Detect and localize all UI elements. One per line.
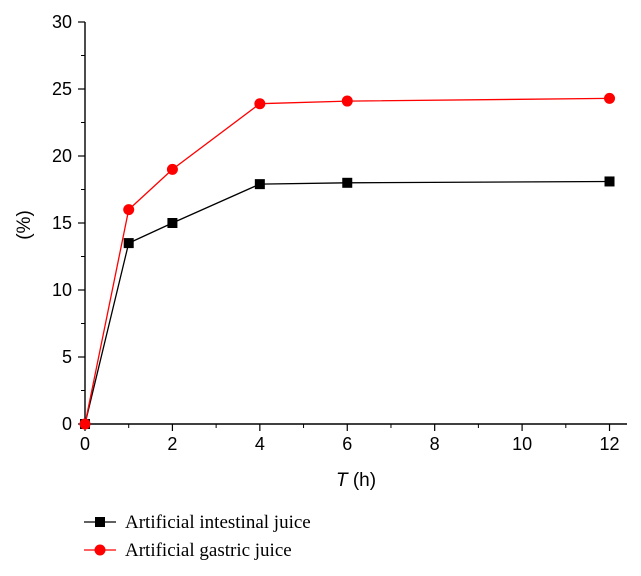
- data-point-circle: [79, 418, 91, 430]
- x-tick-label: 2: [167, 434, 177, 454]
- x-axis-title-unit: (h): [353, 470, 376, 491]
- y-tick-label: 10: [52, 280, 72, 300]
- data-point-square: [342, 177, 353, 188]
- x-tick-label: 6: [342, 434, 352, 454]
- y-tick-label: 15: [52, 213, 72, 233]
- x-tick-label: 0: [80, 434, 90, 454]
- x-axis-ticks: 0 2 4 6 8 10 12: [80, 424, 620, 454]
- legend: Artificial intestinal juice Artificial ga…: [84, 512, 311, 561]
- data-point-square: [604, 176, 615, 187]
- data-point-square: [254, 179, 265, 190]
- data-point-square: [123, 238, 134, 249]
- y-tick-label: 20: [52, 146, 72, 166]
- x-axis-title-symbol: T: [336, 470, 349, 491]
- x-tick-label: 10: [512, 434, 532, 454]
- data-point-circle: [123, 204, 135, 216]
- data-point-circle: [341, 95, 353, 107]
- y-tick-label: 5: [62, 347, 72, 367]
- series-line: [84, 180, 610, 425]
- y-tick-label: 25: [52, 79, 72, 99]
- data-point-circle: [604, 92, 616, 104]
- x-tick-label: 8: [430, 434, 440, 454]
- x-axis-title: T (h): [336, 470, 376, 491]
- data-point-circle: [254, 98, 266, 110]
- y-axis-ticks: 0 5 10 15 20 25 30: [52, 12, 85, 434]
- series-layer: [79, 92, 616, 430]
- x-tick-label: 12: [600, 434, 620, 454]
- legend-label: Artificial gastric juice: [125, 540, 292, 561]
- data-point-circle: [166, 163, 178, 175]
- x-tick-label: 4: [255, 434, 265, 454]
- legend-label: Artificial intestinal juice: [125, 512, 311, 533]
- series-intestinal: [80, 176, 615, 429]
- legend-marker-square: [95, 517, 105, 527]
- legend-marker-circle: [94, 544, 106, 556]
- data-point-square: [167, 218, 178, 228]
- y-axis-title: (%): [14, 210, 35, 240]
- series-gastric: [79, 92, 616, 430]
- series-line: [84, 97, 610, 425]
- axes: [84, 22, 627, 425]
- y-tick-label: 30: [52, 12, 72, 32]
- y-tick-label: 0: [62, 414, 72, 434]
